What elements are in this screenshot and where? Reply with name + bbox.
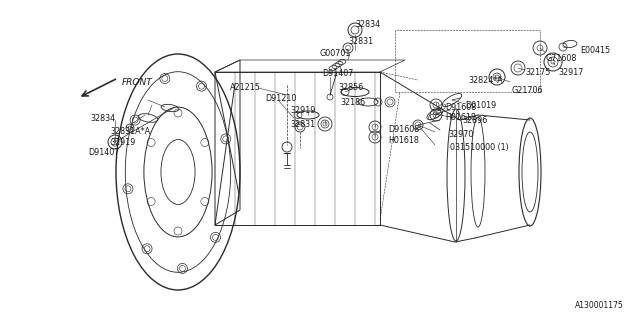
- Text: 32919: 32919: [110, 138, 136, 147]
- Text: D91210: D91210: [265, 93, 296, 102]
- Text: A130001175: A130001175: [575, 300, 624, 309]
- Text: 32834: 32834: [90, 114, 115, 123]
- Text: H01618: H01618: [388, 135, 419, 145]
- Text: 32831: 32831: [348, 36, 373, 45]
- Text: D91608: D91608: [388, 124, 419, 133]
- Text: 32834: 32834: [355, 20, 380, 28]
- Text: D01019: D01019: [465, 100, 496, 109]
- Text: 32856: 32856: [338, 83, 364, 92]
- Text: E00415: E00415: [580, 45, 610, 54]
- Text: 32186: 32186: [340, 98, 365, 107]
- Text: G71608: G71608: [545, 53, 577, 62]
- Text: A21215: A21215: [230, 83, 261, 92]
- Text: 32970: 32970: [448, 130, 474, 139]
- Text: 32896: 32896: [462, 116, 487, 124]
- Text: D91608: D91608: [445, 102, 476, 111]
- Text: 32831A*A: 32831A*A: [110, 126, 150, 135]
- Text: 031510000 (1): 031510000 (1): [450, 142, 509, 151]
- Text: 32831: 32831: [290, 119, 315, 129]
- Text: G21706: G21706: [512, 85, 543, 94]
- Text: 32919: 32919: [290, 106, 316, 115]
- Text: 32917: 32917: [558, 68, 584, 76]
- Text: D91407: D91407: [322, 68, 353, 77]
- Text: D91407: D91407: [88, 148, 120, 156]
- Text: H01618: H01618: [445, 113, 476, 122]
- Text: FRONT: FRONT: [122, 77, 153, 86]
- Text: 32175: 32175: [525, 68, 550, 76]
- Text: 32824*A: 32824*A: [468, 76, 503, 84]
- Text: G00701: G00701: [320, 49, 351, 58]
